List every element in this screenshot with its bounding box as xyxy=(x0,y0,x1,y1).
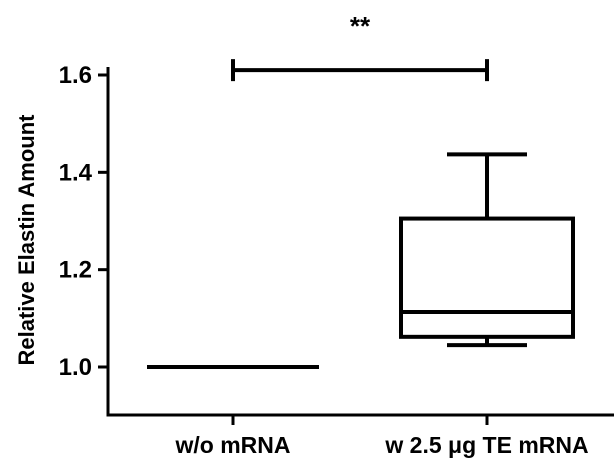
plot-marks: ** xyxy=(147,11,575,369)
y-axis-title: Relative Elastin Amount xyxy=(14,114,39,366)
x-category-label-0: w/o mRNA xyxy=(175,432,291,458)
y-tick-label-3: 1.6 xyxy=(59,62,92,89)
significance-label: ** xyxy=(350,11,371,41)
axes: 1.0 1.2 1.4 1.6 w/o mRNA w 2.5 μg TE mRNA xyxy=(59,62,614,458)
box-1-body xyxy=(399,216,575,339)
box-1 xyxy=(399,152,575,348)
x-category-label-1: w 2.5 μg TE mRNA xyxy=(384,432,588,458)
y-tick-label-2: 1.4 xyxy=(59,159,93,186)
significance-bracket: ** xyxy=(231,11,489,82)
y-tick-label-0: 1.0 xyxy=(59,354,92,381)
y-tick-label-1: 1.2 xyxy=(59,257,92,284)
